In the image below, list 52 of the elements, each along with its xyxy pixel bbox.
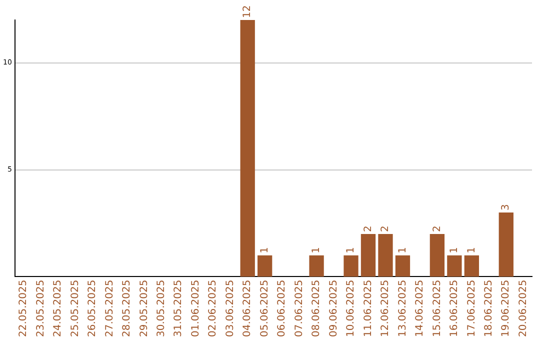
bar xyxy=(378,234,393,277)
data-label: 1 xyxy=(397,246,408,254)
bar xyxy=(258,255,272,277)
bar xyxy=(344,255,358,277)
x-tick-label: 14.06.2025 xyxy=(414,280,426,338)
bar xyxy=(309,255,324,277)
x-tick-label: 19.06.2025 xyxy=(500,280,512,338)
x-tick-label: 13.06.2025 xyxy=(397,280,408,338)
x-tick-label: 23.05.2025 xyxy=(35,280,46,338)
data-label: 1 xyxy=(311,246,322,254)
x-tick-label: 30.05.2025 xyxy=(156,280,168,338)
data-label: 1 xyxy=(449,246,460,254)
x-tick-label: 02.06.2025 xyxy=(208,280,219,338)
x-tick-label: 25.05.2025 xyxy=(70,280,81,338)
x-tick-label: 18.06.2025 xyxy=(484,280,495,338)
x-tick-label: 22.05.2025 xyxy=(18,280,30,338)
x-tick-label: 09.06.2025 xyxy=(328,280,340,338)
bar xyxy=(395,255,410,277)
data-label: 2 xyxy=(362,226,374,232)
x-tick-label: 20.06.2025 xyxy=(518,280,529,338)
x-tick-label: 12.06.2025 xyxy=(380,280,392,338)
x-tick-label: 28.05.2025 xyxy=(122,280,133,338)
bar xyxy=(464,255,479,277)
x-tick-label: 05.06.2025 xyxy=(259,280,270,338)
bar xyxy=(447,255,462,277)
data-label: 12 xyxy=(242,5,254,18)
data-label: 1 xyxy=(259,246,270,254)
x-tick-label: 16.06.2025 xyxy=(449,280,460,338)
x-tick-label: 03.06.2025 xyxy=(224,280,236,338)
x-tick-label: 15.06.2025 xyxy=(432,280,443,338)
x-tick-label: 31.05.2025 xyxy=(173,280,184,338)
x-tick-label: 11.06.2025 xyxy=(362,280,374,338)
bar xyxy=(430,234,445,277)
data-label: 2 xyxy=(432,226,443,232)
x-tick-label: 10.06.2025 xyxy=(346,280,357,338)
data-label: 2 xyxy=(380,226,392,232)
x-tick-label: 04.06.2025 xyxy=(242,280,254,338)
x-tick-label: 17.06.2025 xyxy=(466,280,478,338)
data-label: 3 xyxy=(500,204,512,211)
bar xyxy=(498,212,514,277)
data-label: 1 xyxy=(346,246,357,254)
x-tick-label: 06.06.2025 xyxy=(276,280,288,338)
x-tick-label: 24.05.2025 xyxy=(52,280,64,338)
bar xyxy=(240,20,255,277)
x-tick-label: 26.05.2025 xyxy=(87,280,98,338)
x-tick-label: 07.06.2025 xyxy=(294,280,305,338)
x-tick-label: 29.05.2025 xyxy=(138,280,150,338)
x-tick-label: 08.06.2025 xyxy=(311,280,322,338)
bar xyxy=(360,234,376,277)
x-tick-label: 01.06.2025 xyxy=(190,280,202,338)
data-label: 1 xyxy=(466,246,478,254)
x-tick-label: 27.05.2025 xyxy=(104,280,116,338)
